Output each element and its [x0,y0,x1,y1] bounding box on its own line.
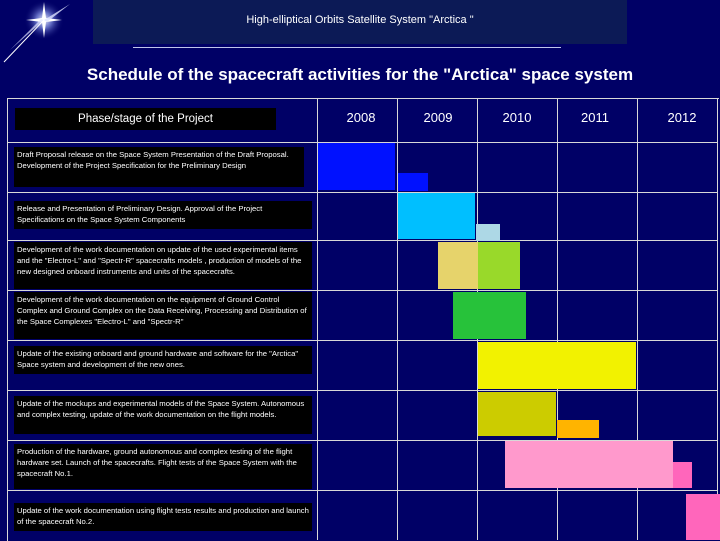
year-2009: 2009 [423,110,453,125]
year-2008: 2008 [346,110,376,125]
schedule-bar [478,392,556,436]
grid-vline [397,98,398,540]
page-title: Schedule of the spacecraft activities fo… [86,65,634,84]
schedule-bar [453,292,526,339]
schedule-bar [476,224,500,241]
schedule-bar [478,242,520,289]
schedule-bar [398,193,475,239]
grid-hline [7,192,718,193]
schedule-bar [686,494,720,540]
phase-header: Phase/stage of the Project [15,108,276,130]
schedule-bar [318,143,395,190]
grid-hline [7,440,718,441]
grid-hline [7,390,718,391]
task-label: Update of the mockups and experimental m… [14,396,312,434]
grid-hline [7,340,718,341]
header-divider [133,47,561,48]
schedule-bar [673,462,692,488]
grid-vline [557,98,558,540]
task-label: Draft Proposal release on the Space Syst… [14,147,304,187]
schedule-bar [478,342,636,389]
task-label: Production of the hardware, ground auton… [14,444,312,489]
task-label: Update of the work documentation using f… [14,503,312,531]
header-title: High-elliptical Orbits Satellite System … [246,14,474,26]
schedule-bar [557,420,599,438]
task-label: Development of the work documentation on… [14,292,312,339]
year-2012: 2012 [667,110,697,125]
grid-vline [717,98,718,540]
schedule-bar [398,173,428,191]
schedule-bar [505,441,673,488]
year-2011: 2011 [581,110,609,125]
year-2010: 2010 [502,110,532,125]
grid-vline [637,98,638,540]
schedule-bar [438,242,478,289]
header-panel [93,0,627,44]
logo-star-icon [3,0,70,63]
grid-hline [7,240,718,241]
task-label: Update of the existing onboard and groun… [14,346,312,374]
grid-vline [317,98,318,540]
task-label: Development of the work documentation on… [14,242,312,289]
schedule-grid [7,98,719,541]
grid-hline [7,290,718,291]
grid-hline [7,142,718,143]
grid-hline [7,490,718,491]
task-label: Release and Presentation of Preliminary … [14,201,312,229]
